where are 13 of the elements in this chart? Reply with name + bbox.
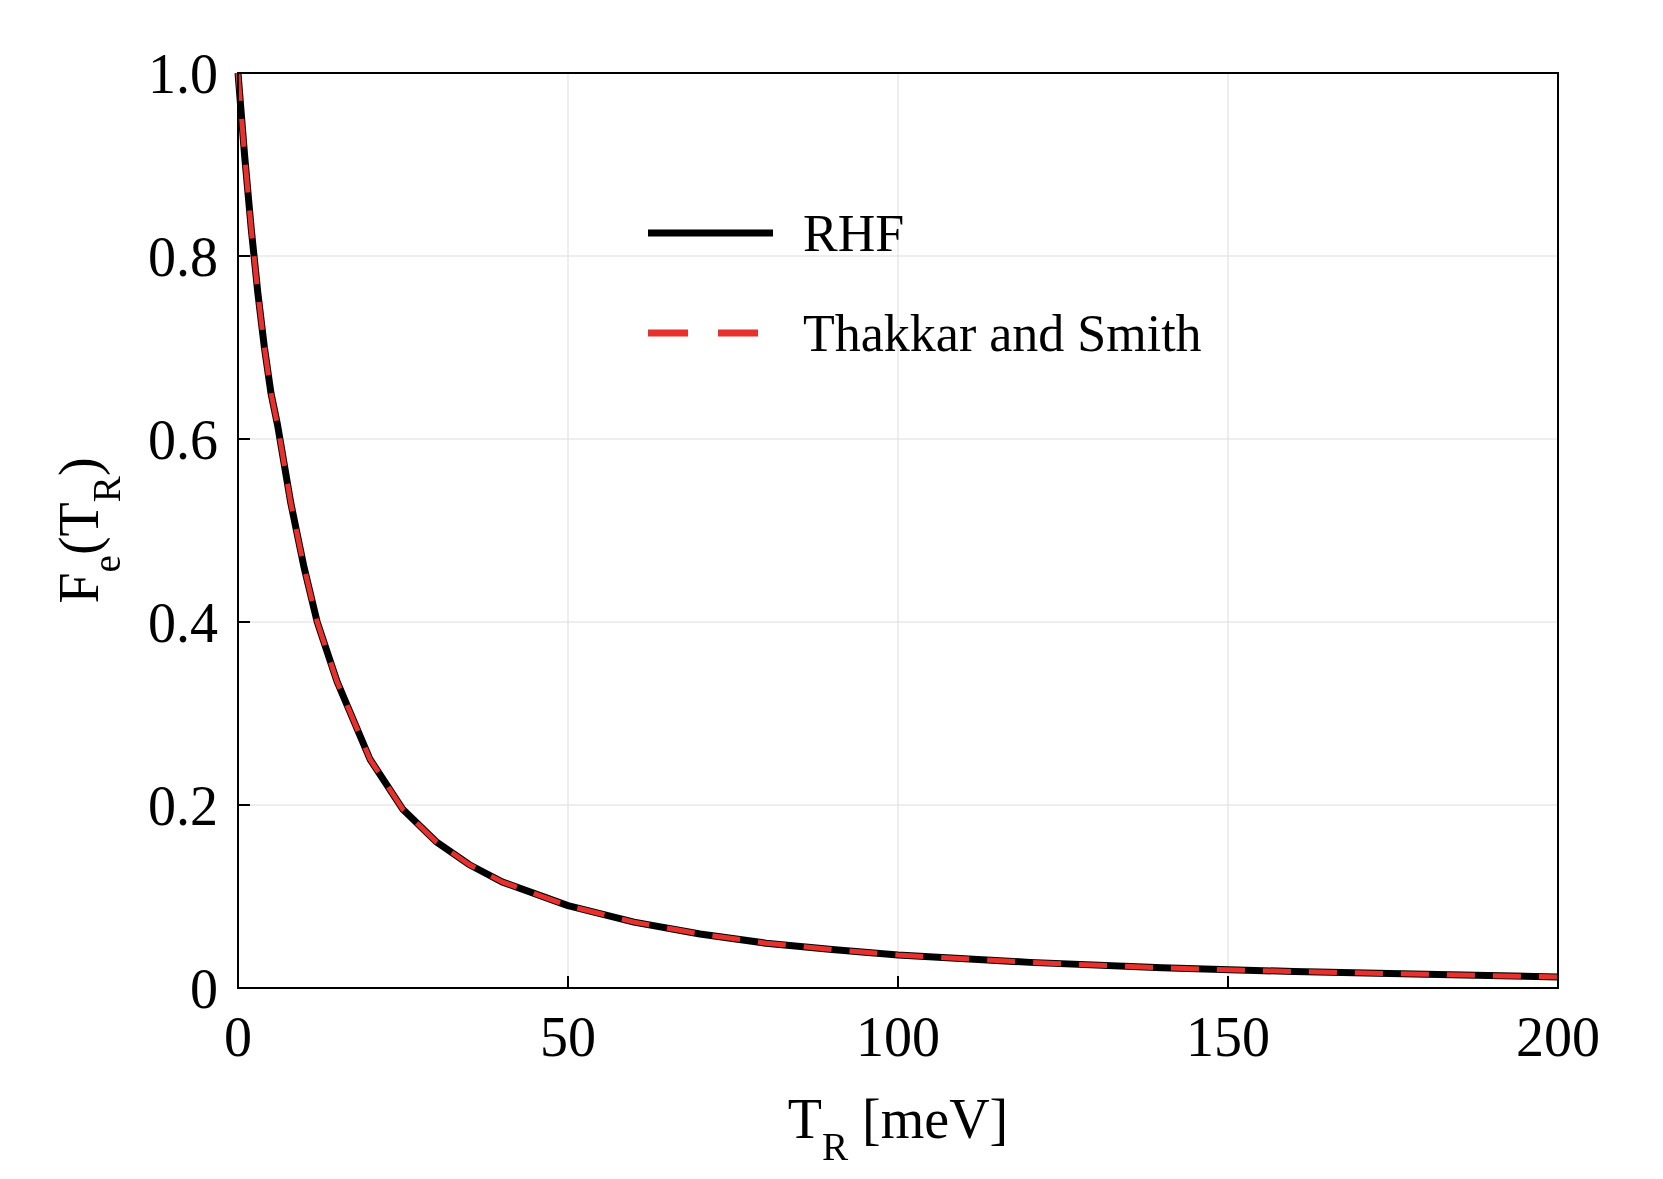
y-tick-label: 0.2 xyxy=(148,774,218,837)
y-tick-label: 0.8 xyxy=(148,225,218,288)
legend-label: Thakkar and Smith xyxy=(803,305,1202,363)
x-tick-label: 200 xyxy=(1516,1006,1600,1068)
y-tick-label: 0.6 xyxy=(148,408,218,471)
x-axis-title: T$_{R}$ [meV] xyxy=(787,1088,1009,1168)
x-tick-label: 50 xyxy=(540,1006,596,1068)
x-tick-label: 100 xyxy=(856,1006,940,1068)
legend-label: RHF xyxy=(803,205,905,263)
y-tick-label: 0 xyxy=(190,957,218,1020)
y-tick-label: 1.0 xyxy=(148,42,218,105)
x-tick-label: 150 xyxy=(1186,1006,1270,1068)
y-tick-label: 0.4 xyxy=(148,591,218,654)
